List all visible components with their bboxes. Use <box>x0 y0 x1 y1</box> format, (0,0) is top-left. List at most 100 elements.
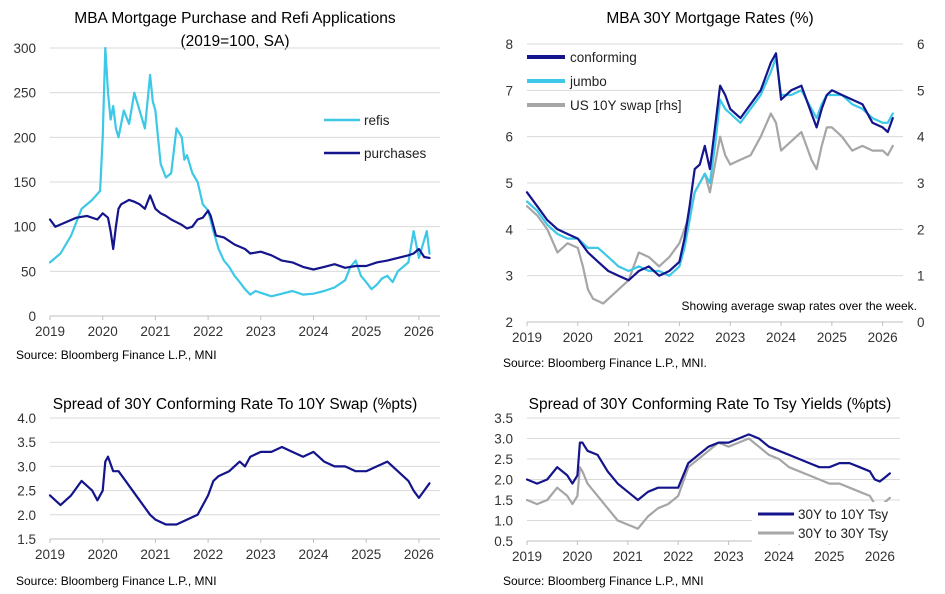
x-tick-label: 2020 <box>562 549 592 564</box>
x-tick-label: 2025 <box>817 330 847 345</box>
y-tick-label: 6 <box>505 130 513 145</box>
chart-subtitle: (2019=100, SA) <box>180 33 290 50</box>
source-note: Source: Bloomberg Finance L.P., MNI <box>16 574 217 588</box>
series-line-conforming <box>525 52 894 282</box>
source-note: Source: Bloomberg Finance L.P., MNI <box>16 348 217 362</box>
legend-label: 30Y to 10Y Tsy <box>798 507 888 522</box>
y-tick-label: 3.5 <box>17 435 36 450</box>
x-tick-label: 2022 <box>664 330 694 345</box>
x-tick-label: 2019 <box>512 330 542 345</box>
x-tick-label: 2026 <box>404 547 434 562</box>
x-tick-label: 2019 <box>512 549 542 564</box>
y-tick-label: 2.0 <box>494 473 513 488</box>
x-tick-label: 2022 <box>193 547 223 562</box>
y-tick-label: 100 <box>13 220 36 235</box>
series-line-spread <box>48 445 431 526</box>
series-line-30y-to-30y-tsy <box>525 437 891 530</box>
x-tick-label: 2023 <box>715 330 745 345</box>
x-tick-label: 2020 <box>88 547 118 562</box>
y-tick-label: 7 <box>505 83 513 98</box>
x-tick-label: 2024 <box>298 324 329 339</box>
x-tick-label: 2021 <box>140 547 170 562</box>
y-tick-label: 1.0 <box>494 514 513 529</box>
x-tick-label: 2026 <box>865 549 895 564</box>
x-tick-label: 2026 <box>868 330 898 345</box>
chart-title: Spread of 30Y Conforming Rate To Tsy Yie… <box>528 396 892 413</box>
x-tick-label: 2024 <box>766 330 797 345</box>
chart-panel-tsy-spread: Spread of 30Y Conforming Rate To Tsy Yie… <box>475 390 945 594</box>
y-tick-label: 4 <box>505 222 513 237</box>
x-tick-label: 2023 <box>246 324 276 339</box>
y-tick-label: 250 <box>13 86 36 101</box>
y-tick-label: 1.5 <box>17 532 36 547</box>
x-tick-label: 2024 <box>764 549 795 564</box>
chart-title: MBA Mortgage Purchase and Refi Applicati… <box>74 10 396 27</box>
y-tick-label: 3.5 <box>494 411 513 426</box>
y-tick-label: 0 <box>28 309 36 324</box>
y-tick-label: 2.5 <box>494 452 513 467</box>
y-tick-label: 0.5 <box>494 534 513 549</box>
y-tick-label: 8 <box>505 37 513 52</box>
x-tick-label: 2025 <box>351 547 381 562</box>
series-line-refis <box>48 46 431 298</box>
mortgage-rates-chart: 2 3 4 5 6 7 8 0 1 2 3 4 5 6 2019 2020 2021 2022 2023 2024 20… <box>505 37 925 345</box>
y-tick-label: 3 <box>505 269 513 284</box>
x-tick-label: 2019 <box>35 324 65 339</box>
chart-title: MBA 30Y Mortgage Rates (%) <box>606 10 814 27</box>
x-tick-label: 2024 <box>298 547 329 562</box>
applications-chart: 0 50 100 150 200 250 300 2019 2020 2021 2022 2023 20… <box>13 41 440 339</box>
x-tick-label: 2023 <box>714 549 744 564</box>
y2-tick-label: 4 <box>917 130 925 145</box>
y-tick-label: 200 <box>13 130 36 145</box>
series-line-jumbo <box>525 56 894 277</box>
y2-tick-label: 2 <box>917 222 925 237</box>
y-tick-label: 3.0 <box>494 432 513 447</box>
y2-tick-label: 5 <box>917 83 925 98</box>
y2-tick-label: 6 <box>917 37 925 52</box>
y-tick-label: 2.5 <box>17 484 36 499</box>
swap-spread-chart: 1.5 2.0 2.5 3.0 3.5 4.0 2019 2020 2021 2022 2023 20… <box>17 411 440 562</box>
y-tick-label: 2.0 <box>17 508 36 523</box>
source-note: Source: Bloomberg Finance L.P., MNI. <box>503 356 707 370</box>
legend-label: jumbo <box>569 74 607 89</box>
x-tick-label: 2023 <box>246 547 276 562</box>
x-tick-label: 2022 <box>193 324 223 339</box>
y-tick-label: 50 <box>21 264 36 279</box>
legend-label: refis <box>364 113 390 128</box>
x-tick-label: 2026 <box>404 324 434 339</box>
x-tick-label: 2025 <box>814 549 844 564</box>
series-line-purchases <box>48 194 431 271</box>
x-tick-label: 2021 <box>613 549 643 564</box>
x-tick-label: 2020 <box>88 324 118 339</box>
chart-panel-applications: MBA Mortgage Purchase and Refi Applicati… <box>0 0 470 370</box>
x-tick-label: 2021 <box>140 324 170 339</box>
legend-label: 30Y to 30Y Tsy <box>798 526 888 541</box>
legend-label: purchases <box>364 146 427 161</box>
y-tick-label: 300 <box>13 41 36 56</box>
x-tick-label: 2021 <box>614 330 644 345</box>
x-tick-label: 2020 <box>563 330 593 345</box>
tsy-spread-chart: 0.5 1.0 1.5 2.0 2.5 3.0 3.5 2019 2020 2021 2022 202… <box>494 411 902 564</box>
y2-tick-label: 0 <box>917 315 925 330</box>
chart-panel-mortgage-rates: MBA 30Y Mortgage Rates (%) 2 3 4 5 6 7 8 0 1 2 3 4 5… <box>475 0 945 370</box>
chart-note: Showing average swap rates over the week… <box>681 299 917 313</box>
chart-title: Spread of 30Y Conforming Rate To 10Y Swa… <box>52 396 418 413</box>
x-tick-label: 2019 <box>35 547 65 562</box>
legend-box <box>752 502 902 544</box>
y-tick-label: 4.0 <box>17 411 36 426</box>
y2-tick-label: 1 <box>917 269 925 284</box>
y2-tick-label: 3 <box>917 176 925 191</box>
chart-panel-swap-spread: Spread of 30Y Conforming Rate To 10Y Swa… <box>0 390 470 594</box>
legend-label: US 10Y swap [rhs] <box>570 98 682 113</box>
x-tick-label: 2025 <box>351 324 381 339</box>
series-line-us-10y-swap-rhs <box>525 112 894 305</box>
source-note: Source: Bloomberg Finance L.P., MNI <box>503 574 704 588</box>
y-tick-label: 2 <box>505 315 513 330</box>
x-tick-label: 2022 <box>663 549 693 564</box>
legend-label: conforming <box>570 50 637 65</box>
y-tick-label: 150 <box>13 175 36 190</box>
y-tick-label: 1.5 <box>494 493 513 508</box>
series-line-30y-to-10y-tsy <box>525 433 891 502</box>
y-tick-label: 5 <box>505 176 513 191</box>
y-tick-label: 3.0 <box>17 459 36 474</box>
